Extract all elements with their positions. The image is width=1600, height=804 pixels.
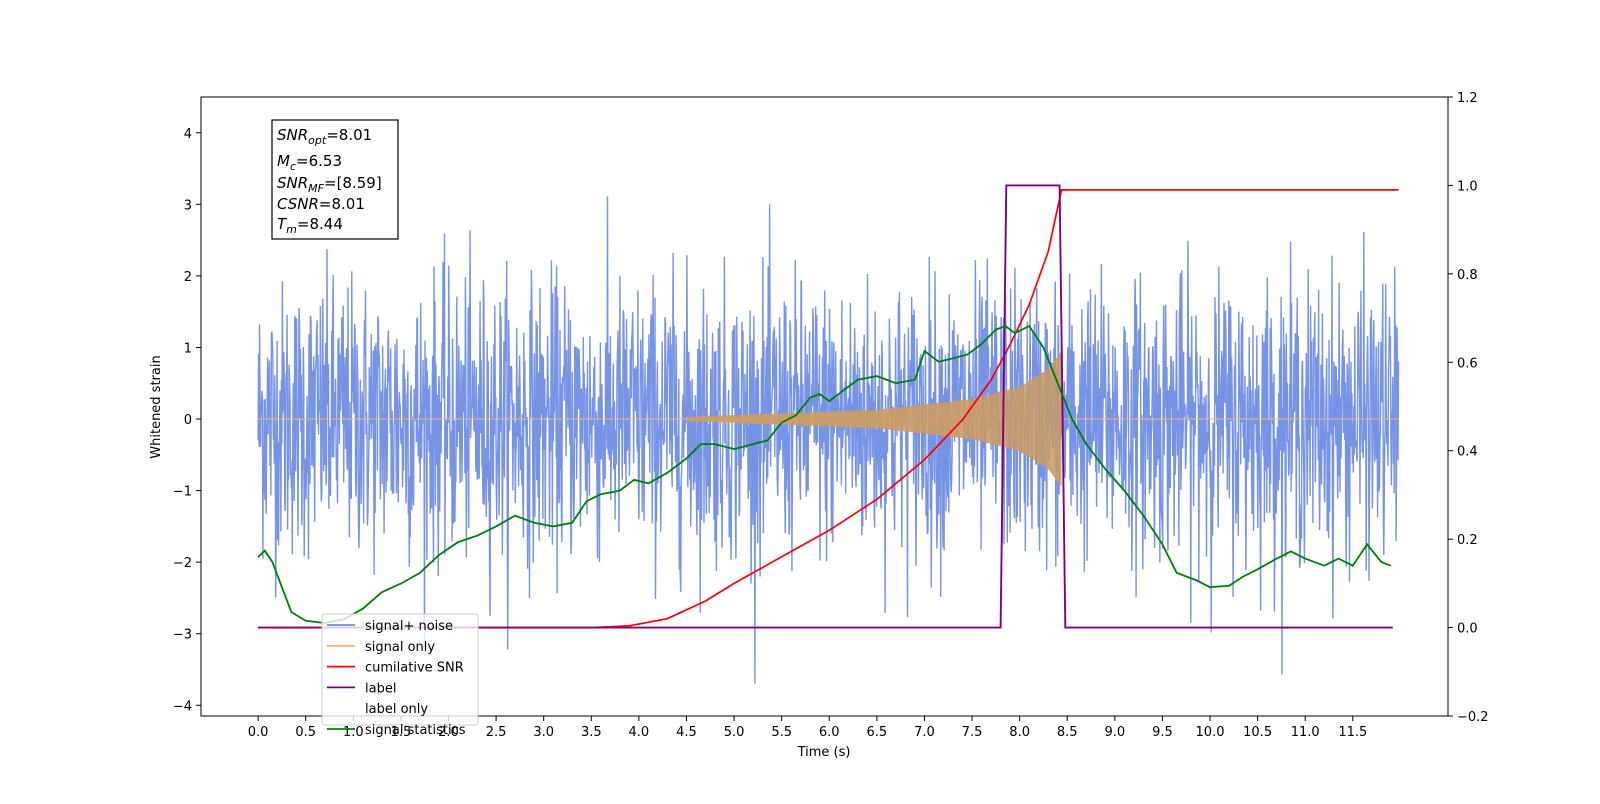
x-tick-label: 4.0 (629, 725, 650, 740)
annotation-line: SNRMF=[8.59] (277, 174, 382, 195)
y-left-tick-label: 1 (184, 341, 192, 356)
y-right-tick-label: −0.2 (1457, 710, 1489, 725)
annotation-line: Tm=8.44 (277, 215, 343, 236)
annotation-symbol: T (277, 215, 288, 233)
legend-items: signal+ noise signal only cumilative SNR la… (327, 619, 466, 738)
x-tick-label: 2.5 (486, 725, 507, 740)
annotation-value: =6.53 (296, 152, 342, 170)
x-tick-label: 11.5 (1338, 725, 1367, 740)
annotation-subscript: opt (308, 134, 327, 147)
x-tick-label: 3.0 (533, 725, 554, 740)
series-layer (257, 184, 1400, 684)
x-tick-label: 8.5 (1057, 725, 1078, 740)
x-tick-label: 3.5 (581, 725, 602, 740)
y-right-tick-label: 0.8 (1457, 268, 1478, 283)
x-tick-label: 10.0 (1196, 725, 1225, 740)
y-left-tick-label: −1 (173, 485, 192, 500)
x-tick-label: 7.0 (914, 725, 935, 740)
series-cumulative-snr (258, 189, 1399, 629)
annotation-value: =8.01 (319, 195, 365, 213)
x-tick-label: 0.0 (248, 725, 269, 740)
x-tick-label: 6.5 (867, 725, 888, 740)
y-left-tick-label: −4 (173, 699, 192, 714)
y-left-tick-label: 0 (184, 413, 192, 428)
x-axis-label: Time (s) (797, 745, 851, 760)
annotation-value: =8.44 (297, 215, 343, 233)
y-right-tick-label: 0.0 (1457, 622, 1478, 637)
annotation-line: CSNR=8.01 (277, 195, 365, 213)
annotation-line: Mc=6.53 (277, 152, 342, 173)
y-axis-label: Whitened strain (149, 355, 164, 458)
annotation-line: SNRopt=8.01 (277, 126, 372, 147)
y-left-tick-label: 3 (184, 198, 192, 213)
annotation-symbol: M (277, 152, 290, 170)
legend-label: cumilative SNR (365, 661, 464, 676)
stats-annotation-box: SNRopt=8.01Mc=6.53SNRMF=[8.59]CSNR=8.01T… (271, 119, 399, 240)
annotation-subscript: c (290, 160, 296, 173)
y-right-tick-label: 0.4 (1457, 445, 1478, 460)
legend-label: label only (365, 702, 428, 717)
x-tick-label: 11.0 (1291, 725, 1320, 740)
annotation-frame (271, 119, 399, 240)
x-tick-label: 8.0 (1009, 725, 1030, 740)
annotation-symbol: SNR (277, 126, 308, 144)
annotation-value: =8.01 (326, 126, 372, 144)
x-tick-label: 5.0 (724, 725, 745, 740)
x-tick-label: 0.5 (295, 725, 316, 740)
x-tick-label: 10.5 (1243, 725, 1272, 740)
legend-frame (321, 613, 479, 726)
y-left-tick-label: −2 (173, 556, 192, 571)
x-tick-label: 7.5 (962, 725, 983, 740)
annotation-symbol: SNR (277, 174, 308, 192)
series-label (258, 184, 1393, 629)
series-signal-only-envelope (686, 351, 1062, 487)
y-left-tick-label: 2 (184, 270, 192, 285)
series-signal-noise (257, 196, 1400, 684)
annotation-subscript: MF (308, 182, 324, 195)
series-signal-statistics (257, 324, 1392, 624)
x-tick-label: 1.5 (391, 725, 412, 740)
y-right-tick-label: 1.2 (1457, 91, 1478, 106)
x-tick-label: 1.0 (343, 725, 364, 740)
x-tick-label: 4.5 (676, 725, 697, 740)
annotation-lines: SNRopt=8.01Mc=6.53SNRMF=[8.59]CSNR=8.01T… (277, 126, 382, 236)
legend-label: signal+ noise (365, 619, 453, 634)
x-tick-label: 2.0 (438, 725, 459, 740)
y-left-tick-label: −3 (173, 628, 192, 643)
y-right-tick-label: 0.2 (1457, 533, 1478, 548)
y-right-tick-label: 0.6 (1457, 356, 1478, 371)
annotation-symbol: CSNR (277, 195, 319, 213)
annotation-subscript: m (286, 223, 297, 236)
legend-label: signal statistics (365, 723, 466, 738)
chart-legend: signal+ noise signal only cumilative SNR la… (321, 613, 479, 738)
axes-frame (200, 96, 1449, 717)
x-tick-label: 5.5 (771, 725, 792, 740)
legend-label: signal only (365, 640, 435, 655)
annotation-value: =[8.59] (324, 174, 382, 192)
x-tick-label: 9.0 (1104, 725, 1125, 740)
legend-label: label (365, 681, 396, 696)
x-tick-label: 9.5 (1152, 725, 1173, 740)
x-tick-label: 6.0 (819, 725, 840, 740)
y-right-tick-label: 1.0 (1457, 179, 1478, 194)
y-left-tick-label: 4 (184, 127, 192, 142)
